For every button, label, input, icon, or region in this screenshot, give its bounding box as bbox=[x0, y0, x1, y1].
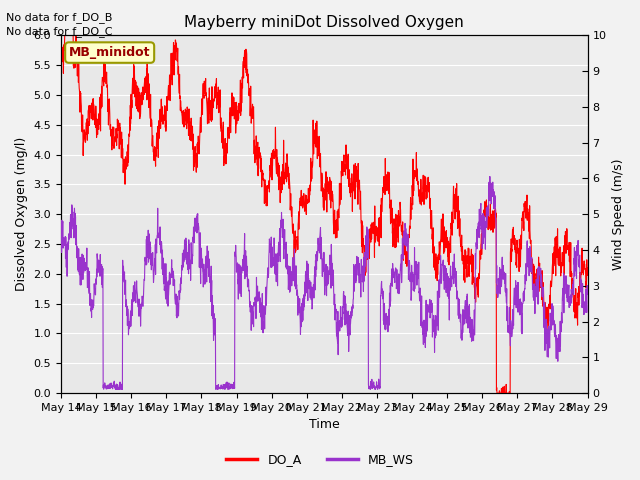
Legend: DO_A, MB_WS: DO_A, MB_WS bbox=[221, 448, 419, 471]
Y-axis label: Wind Speed (m/s): Wind Speed (m/s) bbox=[612, 158, 625, 270]
Text: No data for f_DO_B: No data for f_DO_B bbox=[6, 12, 113, 23]
Text: MB_minidot: MB_minidot bbox=[69, 46, 150, 59]
X-axis label: Time: Time bbox=[309, 419, 340, 432]
Title: Mayberry miniDot Dissolved Oxygen: Mayberry miniDot Dissolved Oxygen bbox=[184, 15, 464, 30]
Y-axis label: Dissolved Oxygen (mg/l): Dissolved Oxygen (mg/l) bbox=[15, 137, 28, 291]
Text: No data for f_DO_C: No data for f_DO_C bbox=[6, 26, 113, 37]
